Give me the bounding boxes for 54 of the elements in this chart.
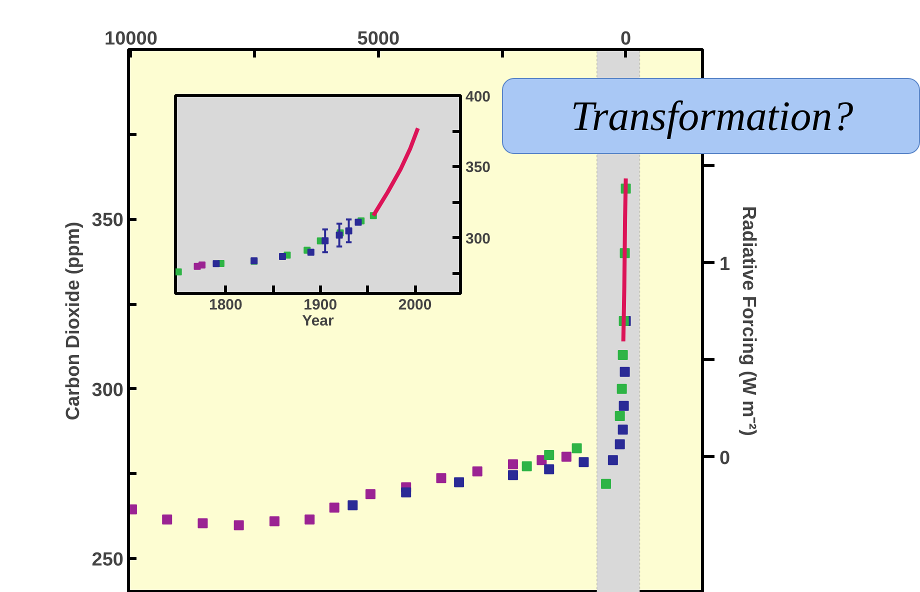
y2-tick-label: 0 xyxy=(720,448,730,469)
point xyxy=(307,248,314,256)
y-tick-label: 250 xyxy=(92,550,124,571)
point xyxy=(348,500,358,510)
y-axis-title: Carbon Dioxide (ppm) xyxy=(62,222,84,420)
point xyxy=(608,455,618,466)
point xyxy=(304,514,315,525)
y2-axis-title: Radiative Forcing (W m⁻²) xyxy=(738,206,760,436)
point xyxy=(616,384,627,394)
point xyxy=(234,520,244,530)
point xyxy=(572,443,582,454)
y-tick-label: 300 xyxy=(466,230,491,248)
point xyxy=(436,473,446,484)
x-tick-label: 10000 xyxy=(104,28,158,50)
line-series xyxy=(621,176,628,344)
point xyxy=(508,470,518,480)
point xyxy=(472,466,482,476)
point xyxy=(365,489,376,500)
point xyxy=(212,260,220,268)
y-tick-label: 300 xyxy=(92,380,124,401)
point xyxy=(198,262,206,269)
x-tick-label: 1800 xyxy=(209,296,242,314)
point xyxy=(269,516,280,526)
y-tick-label: 400 xyxy=(466,88,491,106)
point xyxy=(354,218,362,226)
point xyxy=(401,487,412,498)
y-tick-label: 350 xyxy=(466,159,491,176)
point xyxy=(620,366,630,377)
point xyxy=(176,268,182,276)
point xyxy=(454,477,464,488)
x-tick-label: 2000 xyxy=(398,296,432,314)
line-series xyxy=(371,126,420,218)
point xyxy=(614,439,625,450)
point xyxy=(278,252,286,260)
point xyxy=(601,478,612,489)
point xyxy=(329,502,340,513)
x-tick-label: 1900 xyxy=(304,296,338,314)
point xyxy=(618,350,628,360)
x-tick-label: 0 xyxy=(620,28,632,50)
point xyxy=(198,518,208,528)
point xyxy=(578,457,589,468)
point xyxy=(522,461,532,472)
x-tick-label: 5000 xyxy=(357,28,400,50)
y-tick-label: 350 xyxy=(92,210,124,232)
y2-tick-label: 1 xyxy=(720,254,730,275)
point xyxy=(561,452,572,462)
point xyxy=(618,424,628,435)
point xyxy=(544,450,554,460)
point xyxy=(544,464,554,474)
point xyxy=(162,514,172,525)
x-axis-title: Year xyxy=(302,312,334,330)
point xyxy=(508,459,518,470)
point xyxy=(614,411,625,422)
point xyxy=(618,400,629,411)
